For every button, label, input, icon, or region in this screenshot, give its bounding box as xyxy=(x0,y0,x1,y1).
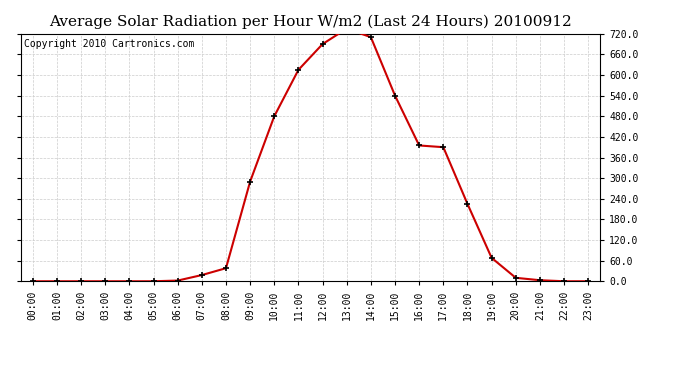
Text: Copyright 2010 Cartronics.com: Copyright 2010 Cartronics.com xyxy=(23,39,194,49)
Text: Average Solar Radiation per Hour W/m2 (Last 24 Hours) 20100912: Average Solar Radiation per Hour W/m2 (L… xyxy=(49,15,572,29)
